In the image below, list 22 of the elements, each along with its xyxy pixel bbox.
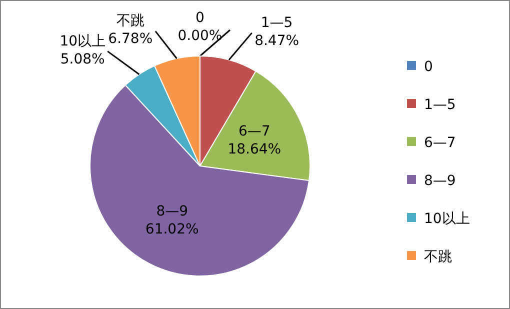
- slice-label: 不跳: [116, 13, 144, 30]
- legend-label: 8—9: [424, 173, 456, 189]
- data-label: 8.47%: [254, 32, 300, 49]
- legend-label: 1—5: [424, 97, 456, 113]
- pie-slice: [200, 70, 310, 182]
- legend-label: 10以上: [424, 211, 470, 227]
- slice-label: 8—9: [156, 204, 188, 220]
- slice-label: 6—7: [238, 124, 270, 140]
- pie-slice: [124, 65, 200, 166]
- legend-label: 6—7: [424, 135, 456, 151]
- slice-label: 1—5: [260, 14, 293, 31]
- pie-slice: [154, 56, 200, 166]
- legend-label: 0: [424, 59, 433, 75]
- text: 0.00%: [178, 28, 222, 44]
- data-label: 61.02%: [145, 222, 199, 238]
- slice-label: 10以上: [60, 33, 106, 50]
- data-label: 6.78%: [108, 31, 153, 48]
- category-label: 0: [196, 10, 204, 26]
- data-label: 5.08%: [60, 51, 105, 68]
- legend-label: 不跳: [424, 249, 452, 265]
- data-label: 18.64%: [228, 142, 282, 158]
- pie-slice: [90, 84, 310, 276]
